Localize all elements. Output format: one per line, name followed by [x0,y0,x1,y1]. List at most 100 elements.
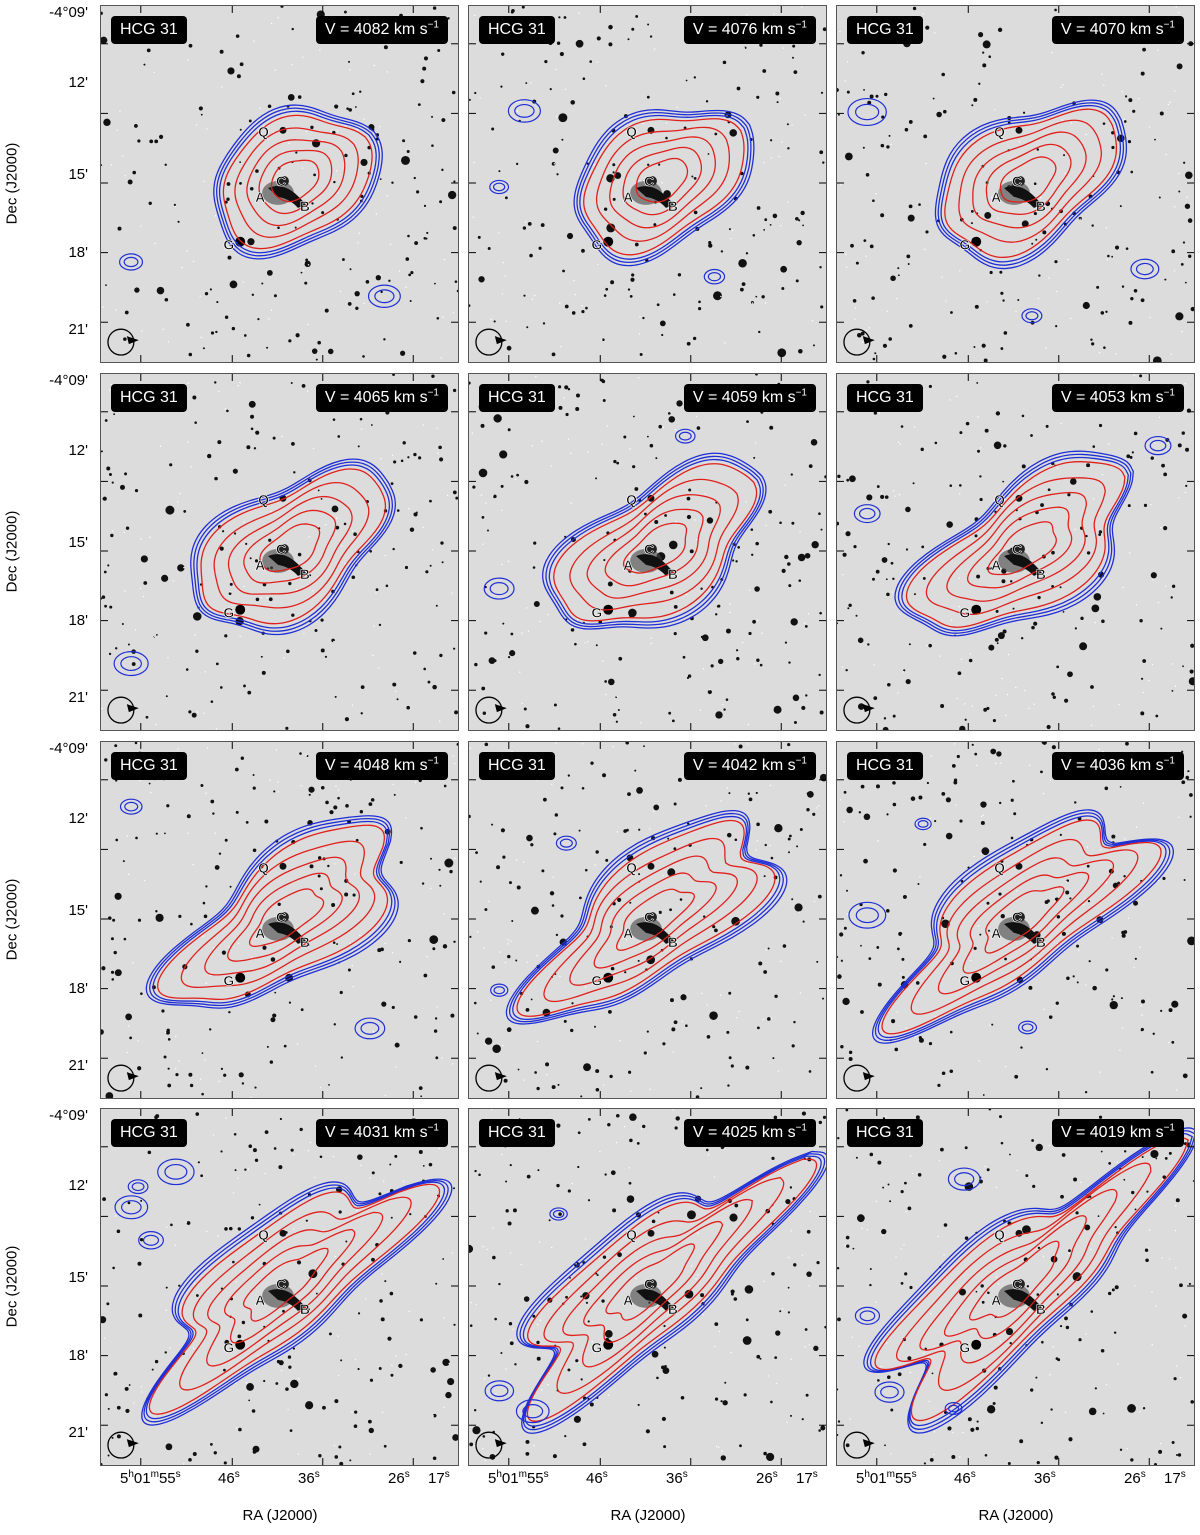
star [228,1226,233,1231]
star [845,531,851,537]
channel-panel: Q C A B G HCG 31 V = 4059 km s−1 [468,373,827,731]
velocity-label: V = 4082 km s−1 [315,16,448,44]
contour-outer [874,812,1171,1041]
star [178,914,182,918]
star [742,1336,752,1345]
star [551,1085,556,1090]
star [455,496,458,500]
star [119,484,125,490]
star [429,499,432,503]
star [875,784,880,789]
star [351,92,355,96]
star [345,804,349,808]
star [209,1443,213,1446]
star [668,540,678,550]
star [1102,1412,1105,1415]
star [756,658,760,662]
star [663,1324,666,1328]
star [400,459,404,463]
galaxy-label: G [223,973,234,989]
star [1073,1177,1078,1182]
star [801,1111,807,1116]
star [976,574,981,579]
star [124,472,128,476]
star [1163,472,1168,477]
y-tick-label: 21' [68,1424,88,1441]
star [1012,607,1015,610]
galaxy-label: B [668,934,678,950]
x-tick-label: 5h01m55s [488,1469,549,1487]
noise-contour [113,651,149,677]
star [915,1115,920,1120]
star [1031,1139,1034,1142]
star [770,856,774,860]
galaxy-label: Q [258,1226,269,1242]
star [1187,770,1190,773]
star [128,1384,131,1386]
star [335,525,340,530]
star [406,149,410,153]
star [680,994,687,1001]
star [576,393,580,398]
beam-arrow [862,704,875,713]
star [793,720,797,724]
star [1092,985,1097,991]
star [824,475,826,479]
star [1139,619,1143,623]
star [1158,1449,1163,1454]
star [848,603,852,607]
star [492,1044,501,1054]
x-tick-part: s [444,1469,450,1480]
x-tick-label: 36s [1034,1469,1056,1487]
star [158,134,164,139]
star [487,1374,491,1377]
star [973,345,976,348]
star [537,1169,540,1172]
star [292,1347,296,1350]
star [500,1352,503,1355]
star [456,289,458,293]
star [774,824,783,833]
star [111,978,115,981]
object-label: HCG 31 [847,16,923,44]
star [781,287,785,291]
star [793,1263,797,1267]
star [653,223,657,227]
star [904,1181,907,1185]
galaxy-label: C [1012,1276,1022,1292]
star [1155,714,1159,718]
star [981,1300,985,1304]
star [634,487,639,491]
star [183,510,187,513]
star [425,570,429,574]
star [1175,1453,1178,1456]
star [1021,220,1029,228]
galaxy-label: A [991,925,1001,941]
star [570,628,575,632]
y-tick-label: 18' [68,244,88,261]
star [473,1001,477,1005]
star [307,943,310,946]
galaxy-label: B [300,934,310,950]
star [739,1444,742,1448]
star [608,678,615,686]
star [351,575,356,580]
star [175,1073,179,1077]
star [852,1247,855,1250]
star [601,379,606,384]
star [344,10,347,14]
star [319,1155,323,1159]
star [454,280,458,283]
star [308,793,311,796]
velocity-value: V = 4065 [324,389,390,406]
star [385,584,389,588]
star [671,719,675,723]
star [820,1425,826,1431]
inner-contours [944,108,1118,259]
star [200,1174,204,1178]
star [1065,1325,1070,1330]
velocity-unit-exp: −1 [1163,387,1175,399]
star [512,1208,517,1213]
star [294,226,297,229]
